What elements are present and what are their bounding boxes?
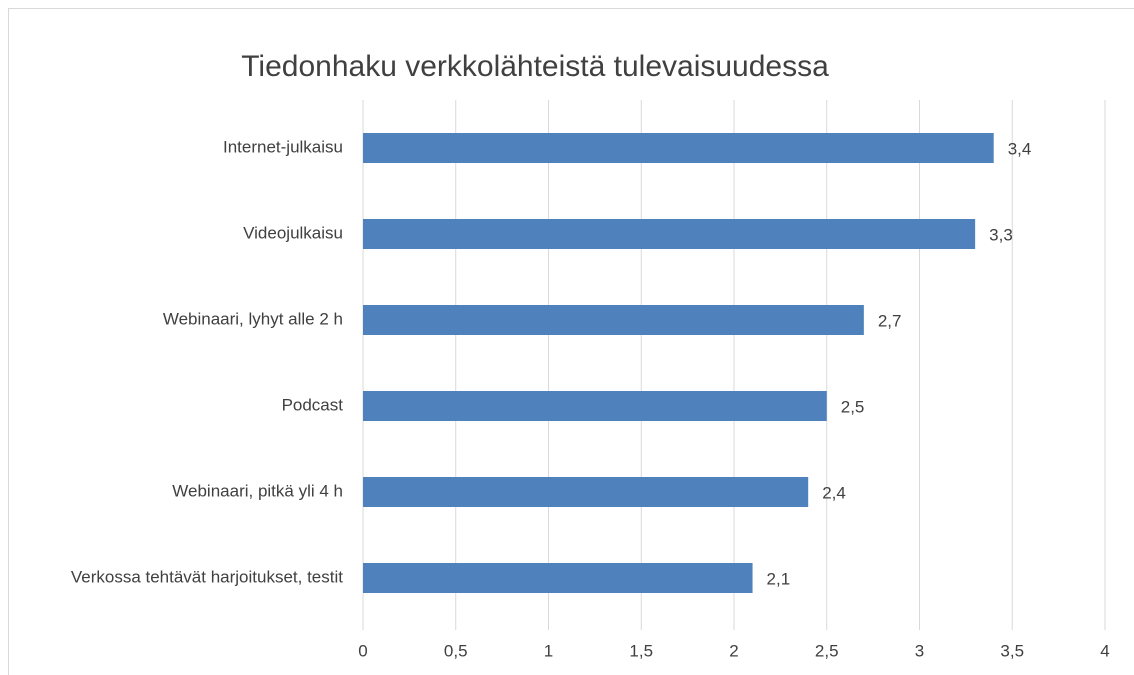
x-tick-label: 0 [358, 641, 367, 660]
y-tick-label: Internet-julkaisu [223, 137, 343, 156]
data-label: 2,4 [822, 483, 846, 502]
bar [363, 391, 827, 421]
x-tick-label: 3 [915, 641, 924, 660]
data-label: 3,4 [1008, 139, 1032, 158]
bar [363, 477, 809, 507]
data-label: 2,1 [767, 569, 791, 588]
bar [363, 563, 753, 593]
x-tick-label: 2 [729, 641, 738, 660]
data-label: 2,5 [841, 397, 865, 416]
bar [363, 133, 994, 163]
y-tick-label: Videojulkaisu [243, 223, 343, 242]
chart-title: Tiedonhaku verkkolähteistä tulevaisuudes… [241, 50, 829, 83]
x-tick-label: 1,5 [629, 641, 653, 660]
data-label: 3,3 [989, 225, 1013, 244]
data-label: 2,7 [878, 311, 902, 330]
x-tick-label: 3,5 [1000, 641, 1024, 660]
y-tick-label: Podcast [282, 395, 344, 414]
x-tick-label: 1 [544, 641, 553, 660]
bar [363, 219, 976, 249]
y-tick-label: Webinaari, lyhyt alle 2 h [163, 309, 343, 328]
x-tick-label: 0,5 [444, 641, 468, 660]
chart-frame [8, 8, 1134, 675]
bar [363, 305, 864, 335]
y-tick-label: Webinaari, pitkä yli 4 h [172, 481, 343, 500]
x-tick-label: 2,5 [815, 641, 839, 660]
y-tick-label: Verkossa tehtävät harjoitukset, testit [71, 567, 343, 586]
x-tick-label: 4 [1100, 641, 1109, 660]
